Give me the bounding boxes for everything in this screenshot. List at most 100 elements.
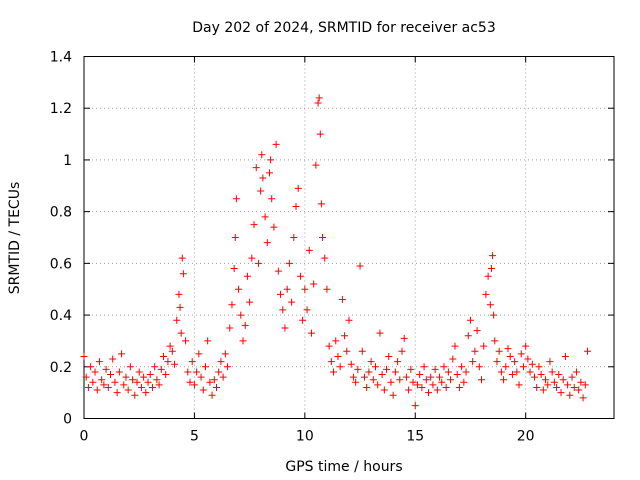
- data-point: [420, 363, 428, 371]
- x-axis-label: GPS time / hours: [285, 459, 402, 475]
- data-point: [347, 360, 355, 368]
- data-point: [389, 391, 397, 399]
- data-point: [398, 347, 406, 355]
- y-tick-label: 0: [63, 412, 72, 428]
- data-point: [374, 381, 382, 389]
- data-point: [84, 383, 92, 391]
- data-point: [137, 383, 145, 391]
- data-point: [82, 373, 90, 381]
- data-point: [208, 391, 216, 399]
- data-point: [197, 373, 205, 381]
- data-point: [93, 386, 101, 394]
- data-point: [418, 383, 426, 391]
- data-point: [325, 342, 333, 350]
- data-point: [539, 386, 547, 394]
- data-point: [215, 368, 223, 376]
- data-point: [575, 386, 583, 394]
- data-point: [493, 358, 501, 366]
- data-point: [274, 267, 282, 275]
- data-point: [455, 383, 463, 391]
- data-point: [380, 386, 388, 394]
- data-point: [155, 381, 163, 389]
- data-point: [120, 381, 128, 389]
- data-point: [453, 371, 461, 379]
- data-point: [458, 363, 466, 371]
- data-point: [102, 365, 110, 373]
- data-point: [157, 365, 165, 373]
- data-point: [100, 381, 108, 389]
- data-point: [564, 381, 572, 389]
- x-tick-label: 20: [517, 429, 535, 445]
- data-point: [314, 99, 322, 107]
- data-point: [431, 365, 439, 373]
- plot-frame: [83, 56, 615, 419]
- data-point: [111, 378, 119, 386]
- data-point: [504, 345, 512, 353]
- data-point: [400, 334, 408, 342]
- data-point: [243, 272, 251, 280]
- data-point: [288, 298, 296, 306]
- data-point: [232, 195, 240, 203]
- data-point: [356, 262, 364, 270]
- data-point: [228, 301, 236, 309]
- data-point: [175, 290, 183, 298]
- data-point: [365, 368, 373, 376]
- y-tick-label: 0.4: [50, 308, 72, 324]
- data-point: [268, 195, 276, 203]
- data-point: [213, 383, 220, 391]
- data-point: [190, 381, 198, 389]
- x-tick-label: 10: [296, 429, 314, 445]
- data-point: [444, 368, 452, 376]
- data-point: [383, 365, 391, 373]
- data-point: [497, 368, 505, 376]
- data-point: [193, 368, 201, 376]
- data-point: [224, 363, 232, 371]
- data-point: [292, 202, 300, 210]
- data-point: [270, 223, 278, 231]
- data-point: [409, 378, 417, 386]
- y-axis-label: SRMTID / TECUs: [7, 182, 23, 295]
- data-point: [376, 329, 384, 337]
- data-point: [258, 151, 266, 159]
- data-point: [206, 378, 214, 386]
- data-point: [475, 363, 483, 371]
- data-point: [411, 402, 419, 410]
- data-point: [98, 376, 106, 384]
- data-point: [511, 358, 519, 366]
- data-point: [584, 347, 591, 355]
- data-point: [176, 303, 184, 311]
- data-point: [343, 347, 351, 355]
- data-point: [449, 355, 457, 363]
- data-point: [378, 371, 386, 379]
- data-point: [160, 352, 167, 360]
- data-point: [104, 383, 112, 391]
- data-point: [550, 378, 558, 386]
- data-point: [341, 332, 349, 340]
- data-point: [166, 342, 174, 350]
- data-point: [405, 386, 413, 394]
- data-point: [524, 355, 532, 363]
- data-point: [285, 259, 293, 267]
- data-point: [277, 290, 285, 298]
- data-point: [579, 394, 587, 402]
- data-point: [188, 358, 196, 366]
- data-point: [422, 376, 430, 384]
- data-point: [177, 329, 185, 337]
- data-point: [553, 383, 561, 391]
- data-point: [254, 259, 262, 267]
- data-point: [171, 360, 179, 368]
- data-point: [182, 337, 190, 345]
- data-points: [80, 94, 591, 410]
- data-point: [385, 352, 393, 360]
- data-point: [237, 311, 245, 319]
- data-point: [323, 285, 331, 293]
- data-point: [542, 376, 550, 384]
- data-point: [345, 316, 353, 324]
- data-point: [151, 363, 159, 371]
- data-point: [290, 234, 298, 241]
- data-point: [531, 373, 538, 381]
- data-point: [546, 358, 554, 366]
- y-tick-label: 1: [63, 153, 72, 169]
- data-point: [466, 316, 474, 324]
- data-point: [95, 358, 103, 366]
